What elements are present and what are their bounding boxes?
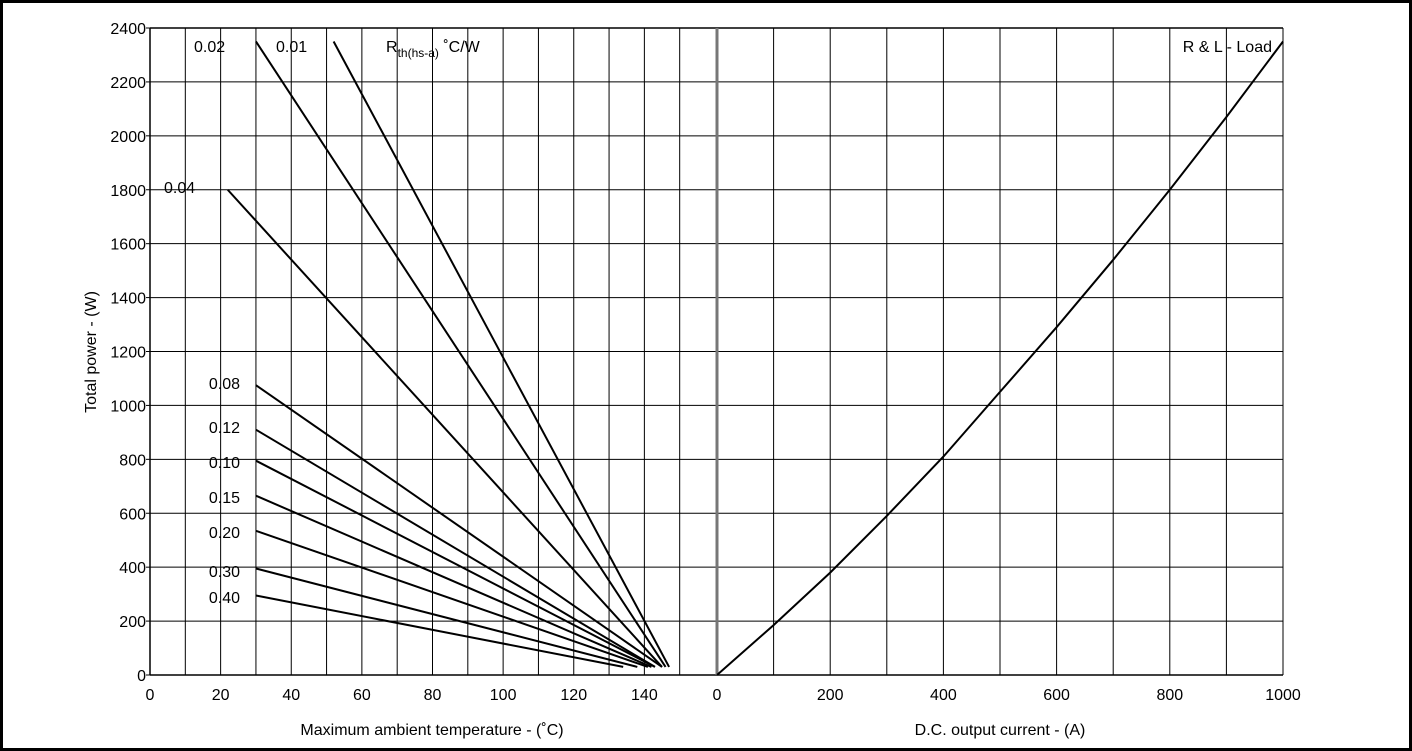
series-label: 0.30	[209, 564, 240, 581]
left-series	[226, 40, 670, 668]
series-line-0-10	[255, 459, 656, 668]
rth-unit: ˚C/W	[439, 39, 481, 56]
series-line-0-20	[255, 529, 649, 668]
series-label: 0.10	[209, 455, 240, 472]
right-grid	[773, 28, 1284, 675]
series-line-0-12	[255, 428, 656, 668]
series-line-0-30	[255, 567, 638, 668]
x-tick-label: 200	[817, 687, 844, 704]
y-tick-label: 1400	[110, 291, 146, 308]
series-line-0-01	[332, 41, 670, 668]
tick-labels: 0200400600800100012001400160018002000220…	[110, 21, 1300, 704]
y-tick-label: 2200	[110, 75, 146, 92]
series-line-0-40	[255, 594, 624, 668]
x-axis-label-left: Maximum ambient temperature - (˚C)	[300, 722, 563, 739]
y-tick-label: 1800	[110, 183, 146, 200]
series-label: 0.20	[209, 525, 240, 542]
series-label: 0.08	[209, 376, 240, 393]
y-tick-label: 2400	[110, 21, 146, 38]
y-tick-label: 800	[119, 452, 146, 469]
x-tick-label: 1000	[1265, 687, 1301, 704]
y-tick-label: 1600	[110, 237, 146, 254]
x-tick-label: 80	[424, 687, 442, 704]
series-label: 0.15	[209, 490, 240, 507]
x-tick-label: 600	[1043, 687, 1070, 704]
rth-header-label: Rth(hs-a) ˚C/W	[386, 39, 481, 60]
y-tick-label: 600	[119, 506, 146, 523]
y-tick-label: 400	[119, 560, 146, 577]
series-label: 0.02	[194, 39, 225, 56]
x-tick-label: 120	[560, 687, 587, 704]
x-axis-label-right: D.C. output current - (A)	[915, 722, 1086, 739]
series-label: R & L - Load	[1183, 39, 1272, 56]
series-label: 0.40	[209, 590, 240, 607]
series-label: 0.01	[276, 39, 307, 56]
y-tick-label: 200	[119, 614, 146, 631]
rth-sub: th(hs-a)	[398, 46, 439, 60]
y-tick-label: 0	[137, 668, 146, 685]
y-tick-label: 1200	[110, 345, 146, 362]
series-line-0-04	[226, 189, 663, 668]
series-line-0-15	[255, 494, 652, 668]
x-tick-label: 100	[490, 687, 517, 704]
x-tick-label: 0	[146, 687, 155, 704]
right-series	[716, 40, 1284, 676]
curve-labels: 0.01 0.02 0.04 0.08 0.12 0.10 0.15 0.20 0.30 0.40…	[164, 39, 1272, 607]
rth-main: R	[386, 39, 398, 56]
series-line-0-02	[255, 40, 667, 668]
series-label: 0.12	[209, 420, 240, 437]
y-tick-label: 1000	[110, 398, 146, 415]
x-tick-label: 400	[930, 687, 957, 704]
x-tick-label: 140	[631, 687, 658, 704]
x-tick-label: 800	[1156, 687, 1183, 704]
series-label: 0.04	[164, 180, 195, 197]
y-axis-label: Total power - (W)	[83, 291, 100, 413]
x-tick-label: 40	[282, 687, 300, 704]
y-tick-label: 2000	[110, 129, 146, 146]
x-tick-label: 20	[212, 687, 230, 704]
series-line-rl-load	[716, 40, 1284, 676]
series-line-0-08	[255, 384, 663, 668]
x-tick-label: 0	[713, 687, 722, 704]
x-tick-label: 60	[353, 687, 371, 704]
